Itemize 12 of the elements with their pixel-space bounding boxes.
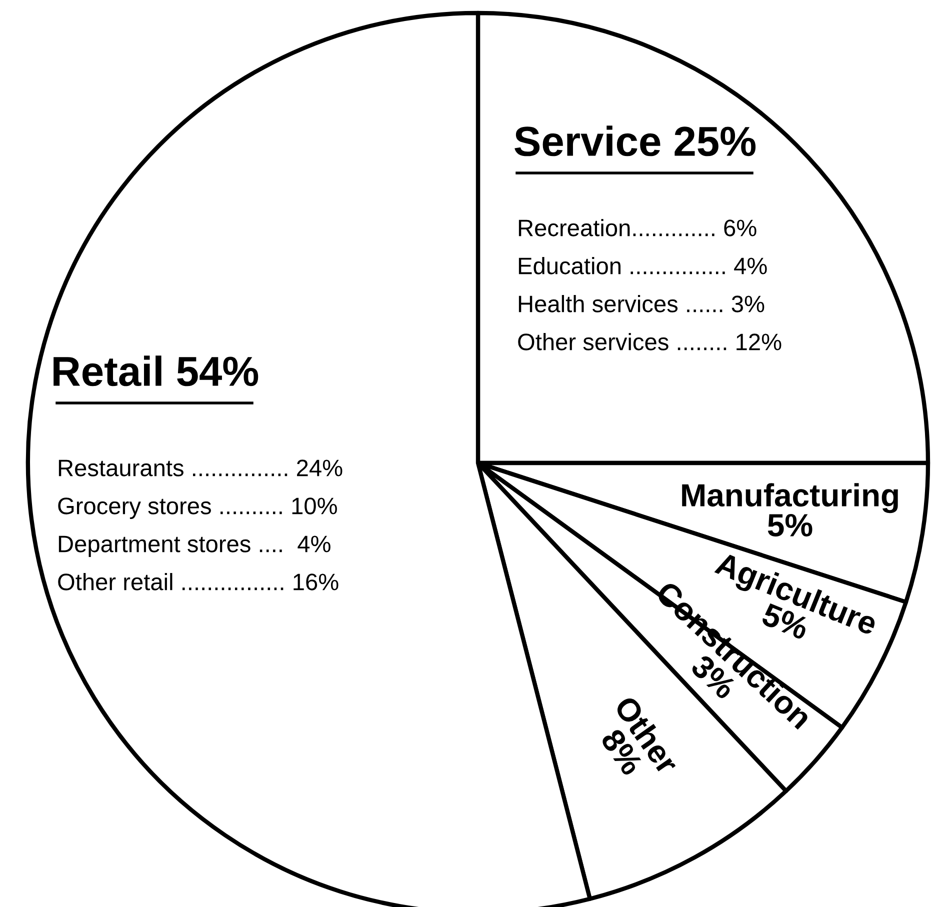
text: Education ............... 4% (518, 256, 767, 274)
text: Grocery stores .......... 10% (58, 498, 337, 520)
text: Other services ........ 12% (518, 332, 782, 350)
slice-label: Retail 54% (54, 356, 258, 386)
text: Other retail ................ 16% (58, 572, 338, 590)
text: Department stores .... 4% (58, 536, 330, 558)
text: Restaurants ............... 24% (58, 460, 342, 476)
slice-label: Manufacturing (682, 483, 898, 514)
data-label: 5% (768, 514, 812, 537)
slice-label: Service 25% (514, 126, 756, 156)
text: Health services ...... 3% (518, 294, 764, 312)
text: Recreation............. 6% (518, 218, 756, 236)
